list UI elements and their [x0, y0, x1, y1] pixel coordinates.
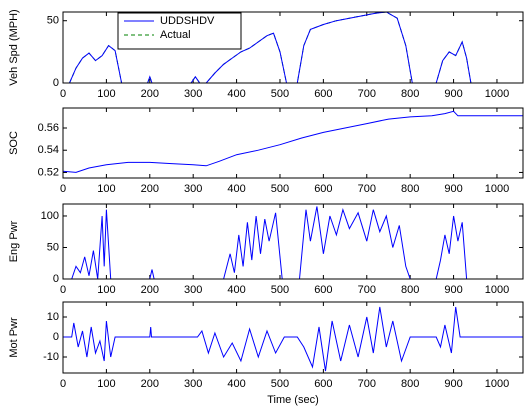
x-tick-label: 500 — [271, 88, 289, 100]
y-tick-label: 50 — [47, 15, 59, 27]
axes-frame — [62, 301, 524, 374]
x-tick-label: 200 — [141, 284, 159, 296]
axes-frame — [62, 203, 524, 280]
x-tick-label: 900 — [444, 378, 462, 390]
x-tick-label: 800 — [401, 183, 419, 195]
x-tick-label: 200 — [141, 88, 159, 100]
y-tick-label: 0 — [53, 273, 59, 285]
x-tick-label: 100 — [97, 183, 115, 195]
y-tick-label: 0.54 — [38, 144, 59, 156]
y-tick-label: -10 — [43, 351, 59, 363]
legend-label: Actual — [160, 29, 191, 41]
x-tick-label: 600 — [314, 88, 332, 100]
y-tick-label: 100 — [41, 210, 59, 222]
x-tick-label: 800 — [401, 284, 419, 296]
y-tick-label: 0.52 — [38, 166, 59, 178]
x-tick-label: 400 — [227, 284, 245, 296]
x-tick-label: 200 — [141, 183, 159, 195]
x-tick-label: 200 — [141, 378, 159, 390]
y-tick-label: 0 — [53, 331, 59, 343]
x-tick-label: 1000 — [485, 284, 509, 296]
x-tick-label: 600 — [314, 183, 332, 195]
legend-label: UDDSHDV — [160, 15, 215, 27]
x-tick-label: 400 — [227, 88, 245, 100]
x-tick-label: 800 — [401, 378, 419, 390]
y-axis-label: SOC — [8, 131, 20, 155]
x-tick-label: 500 — [271, 284, 289, 296]
x-tick-label: 400 — [227, 378, 245, 390]
x-tick-label: 900 — [444, 183, 462, 195]
x-tick-label: 300 — [184, 88, 202, 100]
x-tick-label: 1000 — [485, 378, 509, 390]
x-tick-label: 0 — [60, 88, 66, 100]
x-tick-label: 600 — [314, 284, 332, 296]
y-tick-label: 0.56 — [38, 122, 59, 134]
x-tick-label: 300 — [184, 284, 202, 296]
x-tick-label: 0 — [60, 284, 66, 296]
y-tick-label: 50 — [47, 241, 59, 253]
x-tick-label: 500 — [271, 378, 289, 390]
x-tick-label: 300 — [184, 378, 202, 390]
y-axis-label: Veh Spd (MPH) — [8, 9, 20, 85]
y-tick-label: 10 — [47, 311, 59, 323]
x-tick-label: 800 — [401, 88, 419, 100]
data-line — [63, 110, 523, 173]
axes-frame — [62, 107, 524, 179]
x-tick-label: 700 — [358, 378, 376, 390]
x-tick-label: 900 — [444, 284, 462, 296]
x-tick-label: 0 — [60, 183, 66, 195]
x-tick-label: 700 — [358, 284, 376, 296]
x-tick-label: 100 — [97, 88, 115, 100]
x-tick-label: 100 — [97, 378, 115, 390]
x-tick-label: 0 — [60, 378, 66, 390]
x-tick-label: 1000 — [485, 183, 509, 195]
data-line — [63, 206, 523, 279]
y-tick-label: 0 — [53, 77, 59, 89]
axes-frame — [62, 11, 524, 84]
x-tick-label: 600 — [314, 378, 332, 390]
y-axis-label: Mot Pwr — [8, 317, 20, 358]
x-tick-label: 700 — [358, 183, 376, 195]
x-tick-label: 900 — [444, 88, 462, 100]
x-tick-label: 400 — [227, 183, 245, 195]
y-axis-label: Eng Pwr — [8, 220, 20, 262]
x-tick-label: 100 — [97, 284, 115, 296]
data-line — [63, 12, 523, 83]
x-tick-label: 1000 — [485, 88, 509, 100]
x-tick-label: 500 — [271, 183, 289, 195]
x-tick-label: 300 — [184, 183, 202, 195]
x-tick-label: 700 — [358, 88, 376, 100]
legend-box — [117, 12, 242, 50]
data-line — [63, 306, 523, 372]
x-axis-label: Time (sec) — [267, 394, 319, 406]
